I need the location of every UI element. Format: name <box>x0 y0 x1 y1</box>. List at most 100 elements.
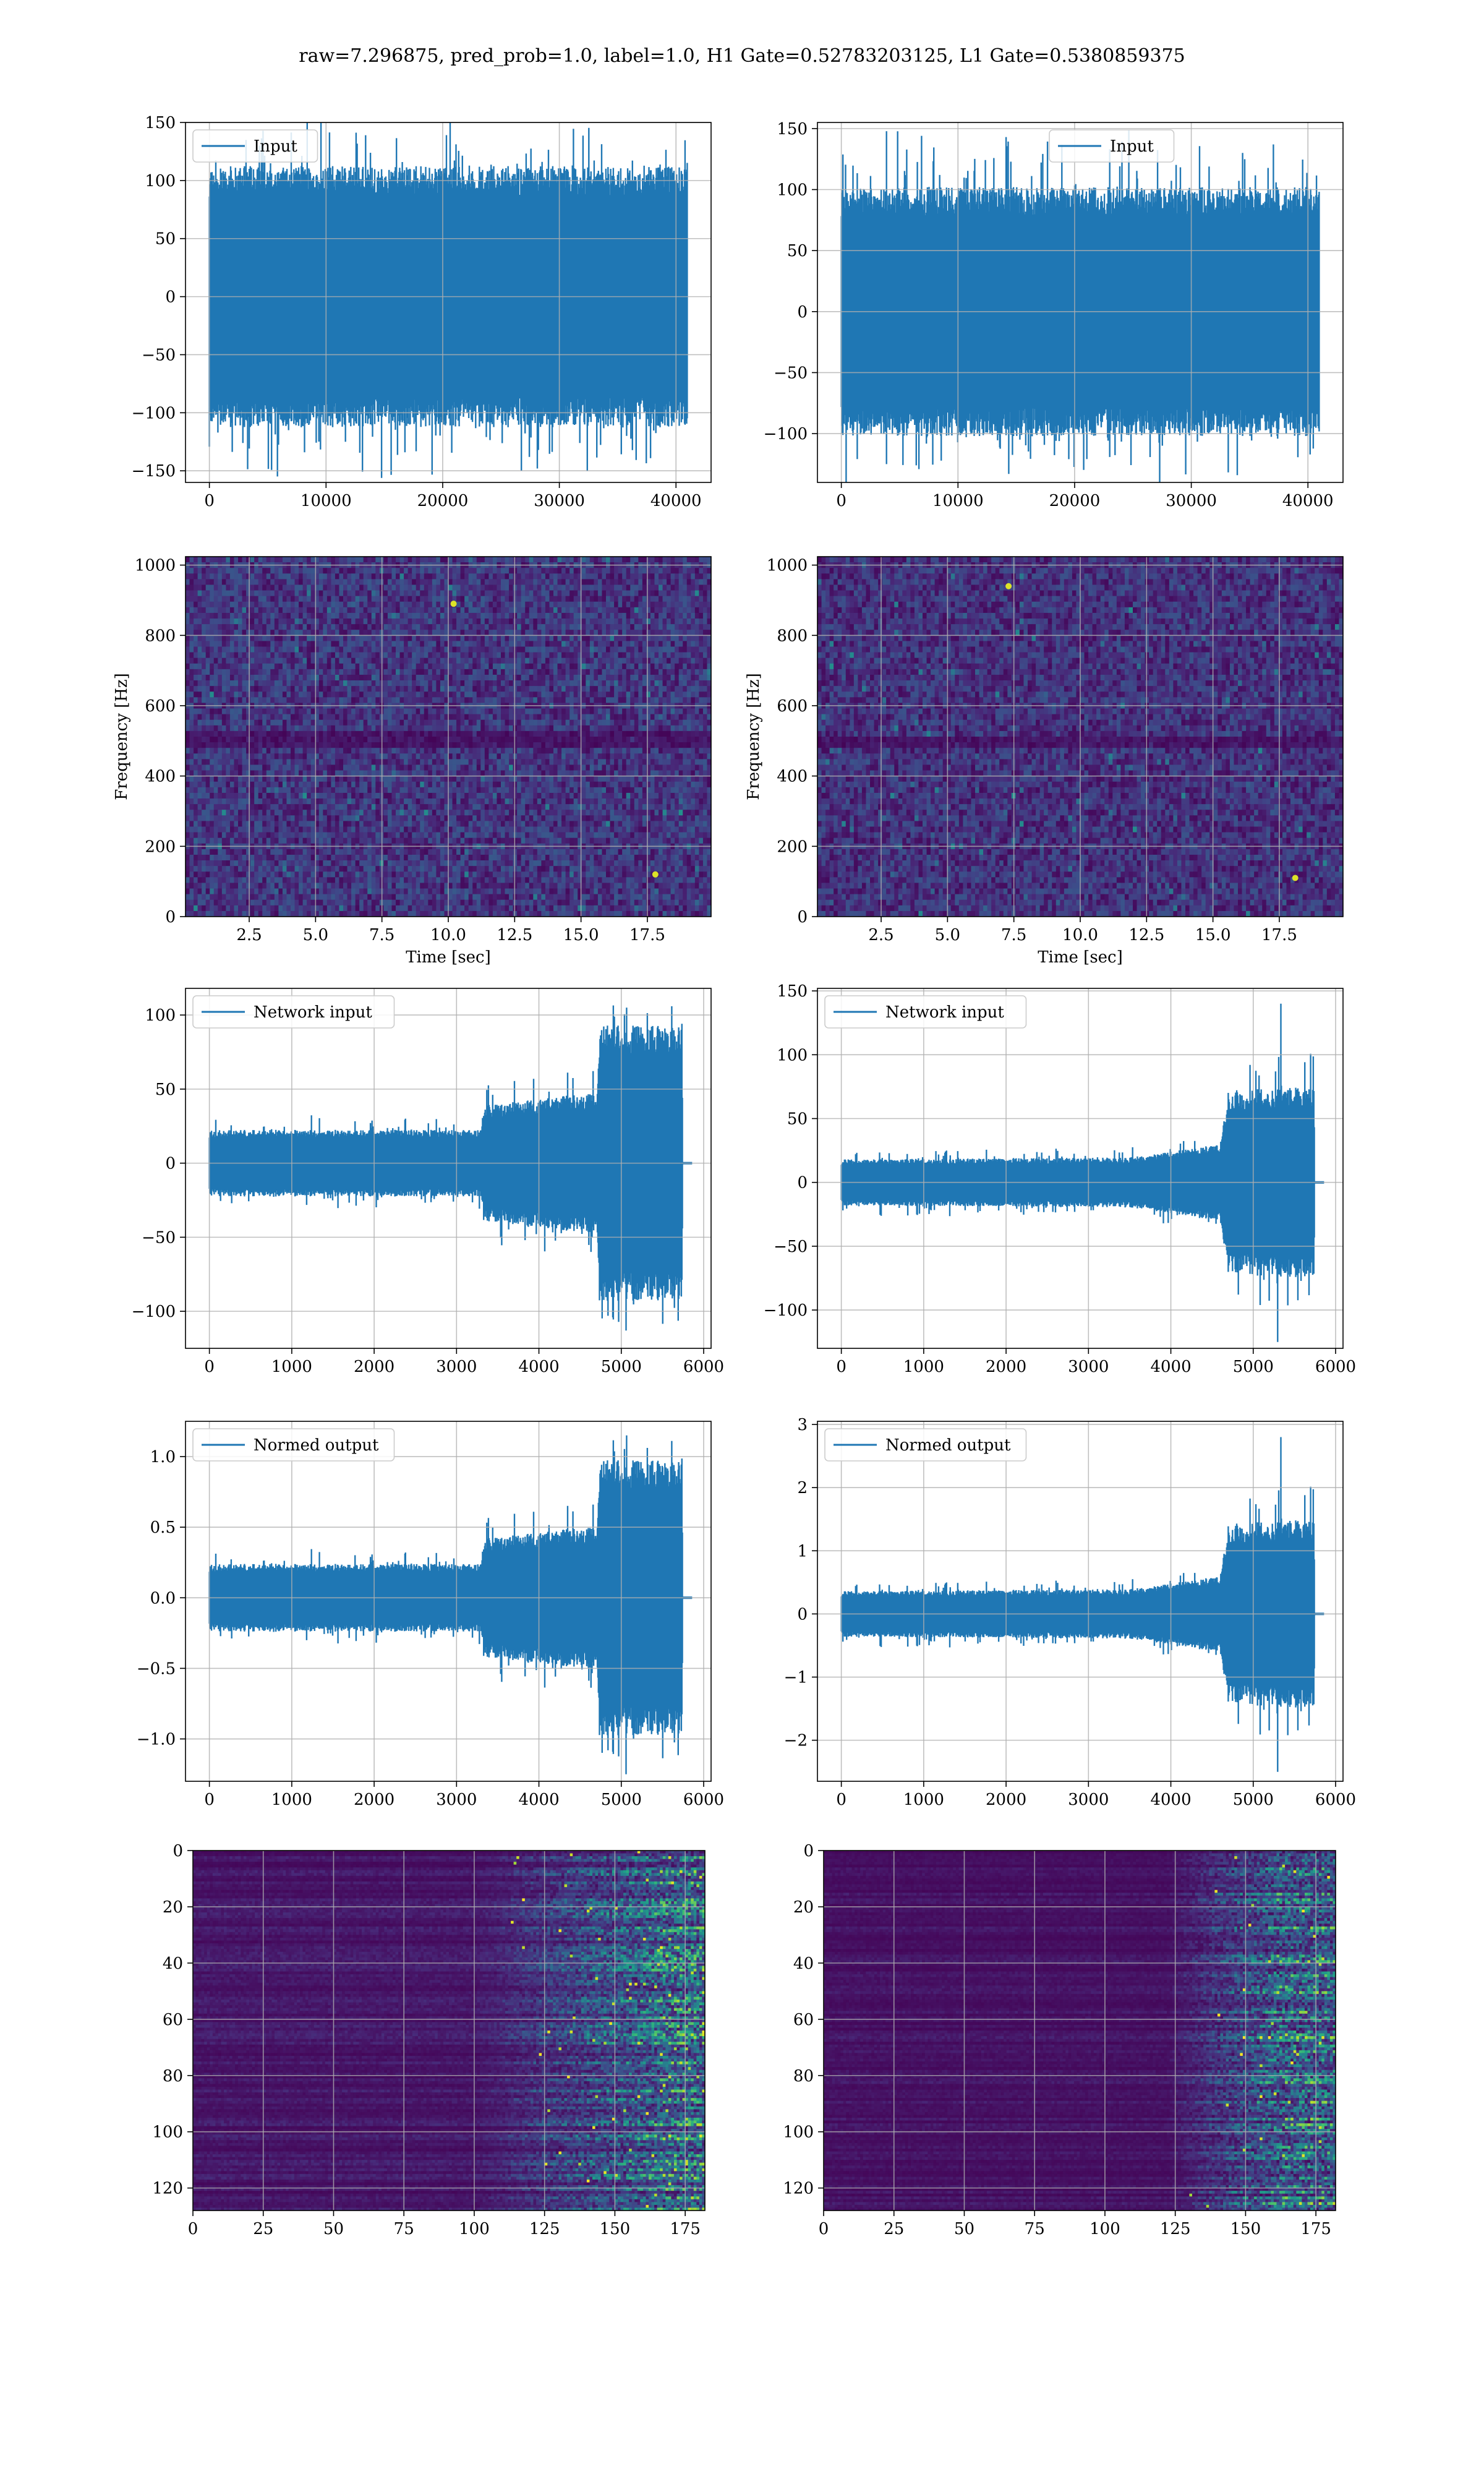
heatmap-cell <box>638 726 642 732</box>
heatmap-cell <box>351 675 356 681</box>
heatmap-cell <box>650 731 655 737</box>
heatmap-cell <box>311 680 315 687</box>
heatmap-cell <box>469 680 473 687</box>
heatmap-cell <box>590 759 594 765</box>
heatmap-cell <box>202 726 206 732</box>
heatmap-cell <box>190 675 194 681</box>
heatmap-cell <box>533 584 537 591</box>
heatmap-cell <box>650 584 655 591</box>
heatmap-cell <box>267 691 271 698</box>
heatmap-cell <box>566 568 570 574</box>
heatmap-cell <box>275 669 279 675</box>
heatmap-cell <box>275 709 279 715</box>
heatmap-cell <box>388 720 392 726</box>
heatmap-cell <box>582 720 586 726</box>
heatmap-cell <box>388 675 392 681</box>
heatmap-cell <box>218 568 222 574</box>
heatmap-cell <box>545 737 550 743</box>
heatmap-cell <box>335 624 339 630</box>
heatmap-cell <box>509 669 513 675</box>
heatmap-cell <box>602 630 606 636</box>
heatmap-cell <box>275 720 279 726</box>
heatmap-cell <box>359 742 364 748</box>
heatmap-cell <box>566 691 570 698</box>
heatmap-cell <box>586 647 590 653</box>
heatmap-cell <box>695 596 699 602</box>
heatmap-cell <box>214 557 218 563</box>
heatmap-cell <box>505 647 510 653</box>
heatmap-cell <box>456 709 461 715</box>
heatmap-cell <box>400 584 404 591</box>
heatmap-cell <box>453 709 457 715</box>
heatmap-cell <box>424 557 429 563</box>
heatmap-cell <box>307 557 311 563</box>
heatmap-cell <box>375 653 380 659</box>
heatmap-cell <box>278 720 283 726</box>
heatmap-cell <box>278 591 283 597</box>
heatmap-cell <box>428 557 432 563</box>
heatmap-cell <box>691 579 695 585</box>
heatmap-cell <box>303 647 307 653</box>
heatmap-cell <box>699 579 703 585</box>
heatmap-cell <box>461 607 465 614</box>
heatmap-cell <box>614 748 618 754</box>
heatmap-cell <box>348 613 352 619</box>
heatmap-cell <box>699 618 703 625</box>
heatmap-cell <box>186 618 190 625</box>
heatmap-cell <box>480 602 485 608</box>
heatmap-cell <box>291 641 295 647</box>
heatmap-cell <box>359 664 364 670</box>
heatmap-cell <box>606 658 610 664</box>
heatmap-cell <box>683 680 687 687</box>
heatmap-cell <box>348 720 352 726</box>
heatmap-cell <box>258 596 263 602</box>
heatmap-cell <box>331 720 335 726</box>
heatmap-cell <box>558 602 562 608</box>
heatmap-cell <box>626 675 631 681</box>
heatmap-cell <box>541 573 545 580</box>
heatmap-cell <box>404 658 408 664</box>
heatmap-cell <box>586 737 590 743</box>
heatmap-cell <box>448 557 453 563</box>
heatmap-cell <box>569 709 574 715</box>
heatmap-cell <box>642 647 647 653</box>
heatmap-cell <box>234 686 238 692</box>
heatmap-cell <box>275 664 279 670</box>
heatmap-cell <box>654 658 659 664</box>
heatmap-cell <box>230 607 234 614</box>
heatmap-cell <box>323 573 327 580</box>
heatmap-cell <box>206 630 210 636</box>
heatmap-cell <box>214 680 218 687</box>
heatmap-cell <box>388 591 392 597</box>
heatmap-cell <box>683 602 687 608</box>
heatmap-cell <box>436 714 440 721</box>
heatmap-cell <box>327 647 331 653</box>
heatmap-cell <box>432 742 437 748</box>
heatmap-cell <box>331 737 335 743</box>
heatmap-cell <box>594 748 598 754</box>
heatmap-cell <box>262 691 267 698</box>
heatmap-cell <box>667 748 671 754</box>
heatmap-cell <box>420 658 424 664</box>
heatmap-cell <box>412 759 416 765</box>
heatmap-cell <box>558 568 562 574</box>
heatmap-cell <box>238 675 242 681</box>
heatmap-cell <box>480 753 485 760</box>
heatmap-cell <box>675 557 679 563</box>
heatmap-cell <box>477 697 481 703</box>
heatmap-cell <box>404 653 408 659</box>
heatmap-cell <box>226 726 230 732</box>
heatmap-cell <box>291 714 295 721</box>
heatmap-cell <box>630 607 634 614</box>
heatmap-cell <box>501 568 505 574</box>
heatmap-cell <box>594 664 598 670</box>
heatmap-cell <box>501 630 505 636</box>
heatmap-cell <box>440 675 445 681</box>
heatmap-cell <box>307 686 311 692</box>
heatmap-cell <box>663 737 667 743</box>
heatmap-cell <box>553 579 558 585</box>
heatmap-cell <box>453 720 457 726</box>
legend: Input <box>1049 130 1174 162</box>
heatmap-cell <box>400 753 404 760</box>
heatmap-cell <box>375 579 380 585</box>
